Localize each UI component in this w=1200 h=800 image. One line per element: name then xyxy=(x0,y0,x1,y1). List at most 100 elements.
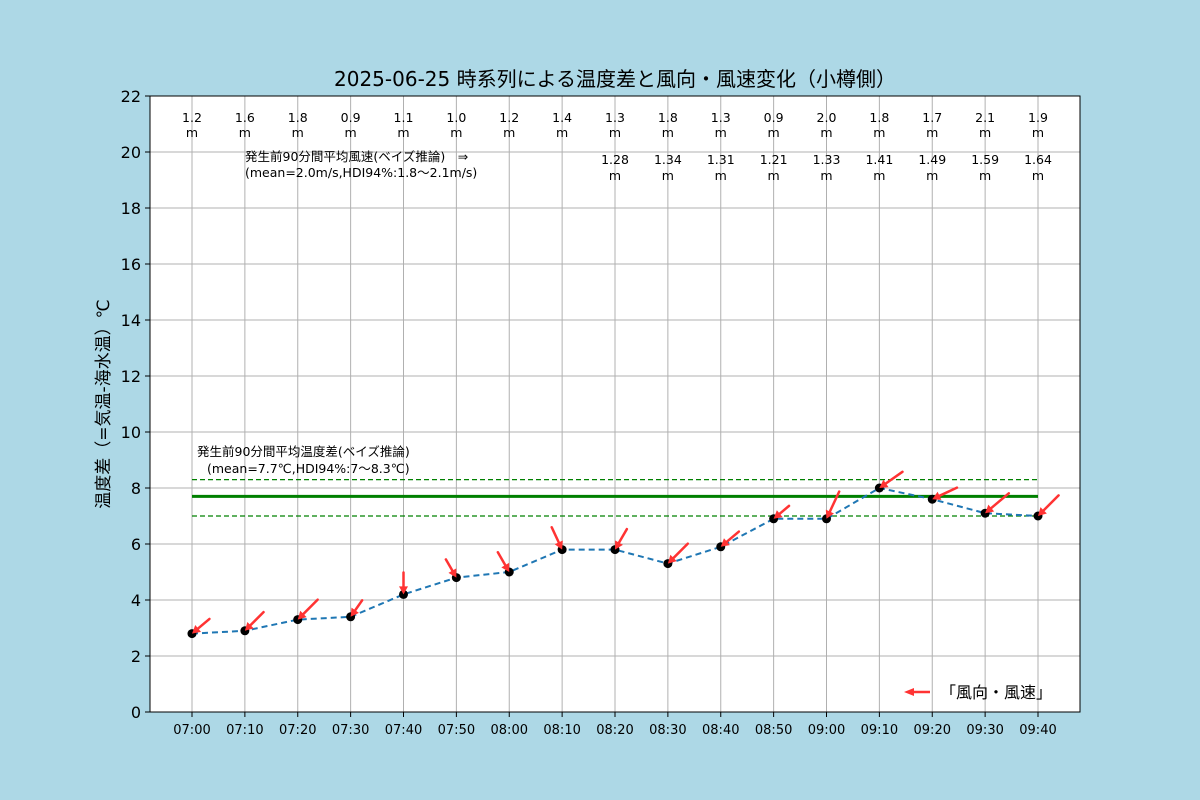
wind-arrow-shaft xyxy=(828,490,841,513)
x-tick-label: 09:30 xyxy=(966,723,1003,738)
bayes-wind-unit: m xyxy=(926,168,938,183)
wind-arrow-head xyxy=(448,568,457,578)
wind-speed-unit: m xyxy=(609,125,621,140)
x-tick-label: 07:00 xyxy=(173,723,210,738)
wind-speed-unit: m xyxy=(715,125,727,140)
y-tick-label: 10 xyxy=(121,423,141,442)
wind-speed-unit: m xyxy=(503,125,515,140)
wind-arrow-shaft xyxy=(617,527,629,544)
temp-note-line1: 発生前90分間平均温度差(ベイズ推論) xyxy=(197,444,410,459)
reference-lines xyxy=(192,479,1038,517)
wind-arrow-head xyxy=(615,540,623,550)
wind-arrow-head xyxy=(932,491,942,500)
wind-speed-unit: m xyxy=(186,125,198,140)
wind-speed-unit: m xyxy=(873,125,885,140)
wind-arrow-head xyxy=(554,540,563,550)
y-axis-label: 温度差（=気温-海水温）℃ xyxy=(94,299,114,508)
wind-speed-unit: m xyxy=(820,125,832,140)
x-tick-label: 07:10 xyxy=(226,723,263,738)
wind-arrow-shaft xyxy=(496,551,507,567)
y-tick-label: 12 xyxy=(121,367,141,386)
wind-speed-value: 1.3 xyxy=(711,110,731,125)
bayes-wind-unit: m xyxy=(715,168,727,183)
wind-arrow-shaft xyxy=(302,598,319,616)
wind-arrow-shaft xyxy=(249,610,265,627)
wind-speed-value: 1.9 xyxy=(1028,110,1048,125)
wind-arrow-head xyxy=(297,610,307,620)
axis-ticks: 07:00 07:10 07:20 07:30 07:40 07:50 08:00 08:10… xyxy=(121,87,1057,738)
bayes-wind-unit: m xyxy=(873,168,885,183)
wind-speed-unit: m xyxy=(768,125,780,140)
wind-speed-value: 1.8 xyxy=(869,110,889,125)
x-tick-label: 09:00 xyxy=(808,723,845,738)
bayes-wind-value: 1.41 xyxy=(865,152,893,167)
wind-speed-annotations: 1.2m1.6m1.8m0.9m1.1m1.0m1.2m1.4m1.3m1.8m… xyxy=(182,110,1052,183)
wind-arrow-shaft xyxy=(938,486,959,498)
wind-arrow-head xyxy=(667,554,677,564)
wind-arrow-shaft xyxy=(778,504,791,515)
x-tick-label: 08:00 xyxy=(491,723,528,738)
wind-speed-unit: m xyxy=(239,125,251,140)
y-tick-label: 0 xyxy=(131,703,141,722)
wind-speed-unit: m xyxy=(1032,125,1044,140)
wind-speed-value: 1.2 xyxy=(499,110,519,125)
x-tick-label: 09:40 xyxy=(1019,723,1056,738)
wind-speed-unit: m xyxy=(345,125,357,140)
x-tick-label: 07:30 xyxy=(332,723,369,738)
wind-arrow-shaft xyxy=(725,530,741,543)
wind-arrow-shaft xyxy=(1042,494,1060,512)
temp-note-line2: (mean=7.7℃,HDI94%:7～8.3℃) xyxy=(207,461,410,476)
x-tick-label: 08:20 xyxy=(596,723,633,738)
legend: 「風向・風速」 xyxy=(904,683,1052,702)
x-tick-label: 08:50 xyxy=(755,723,792,738)
wind-speed-value: 2.1 xyxy=(975,110,995,125)
wind-speed-value: 1.4 xyxy=(552,110,572,125)
wind-speed-value: 1.2 xyxy=(182,110,202,125)
bayes-wind-value: 1.31 xyxy=(707,152,735,167)
wind-arrow-shaft xyxy=(672,542,690,560)
wind-speed-unit: m xyxy=(397,125,409,140)
wind-arrow-head xyxy=(773,510,783,519)
wind-arrow-shaft xyxy=(884,470,904,485)
wind-speed-unit: m xyxy=(979,125,991,140)
wind-arrow-head xyxy=(879,479,889,488)
wind-speed-value: 0.9 xyxy=(341,110,361,125)
y-tick-label: 14 xyxy=(121,311,141,330)
y-tick-label: 22 xyxy=(121,87,141,106)
wind-speed-value: 1.0 xyxy=(446,110,466,125)
wind-speed-value: 0.9 xyxy=(764,110,784,125)
chart-title: 2025-06-25 時系列による温度差と風向・風速変化（小樽側） xyxy=(334,67,896,91)
bayes-wind-unit: m xyxy=(1032,168,1044,183)
wind-arrow-shaft xyxy=(196,617,211,630)
wind-speed-value: 1.7 xyxy=(922,110,942,125)
wind-arrow-head xyxy=(825,509,834,519)
wind-arrow-head xyxy=(350,607,359,617)
x-tick-label: 07:50 xyxy=(438,723,475,738)
wind-arrow-head xyxy=(192,625,202,634)
wind-speed-value: 1.1 xyxy=(394,110,414,125)
wind-speed-unit: m xyxy=(450,125,462,140)
legend-label: 「風向・風速」 xyxy=(940,683,1052,702)
y-tick-label: 2 xyxy=(131,647,141,666)
bayes-wind-value: 1.64 xyxy=(1024,152,1052,167)
bayes-wind-unit: m xyxy=(979,168,991,183)
wind-speed-value: 1.8 xyxy=(658,110,678,125)
wind-speed-value: 1.8 xyxy=(288,110,308,125)
bayes-wind-value: 1.59 xyxy=(971,152,999,167)
bayes-wind-note-line2: (mean=2.0m/s,HDI94%:1.8～2.1m/s) xyxy=(245,165,477,180)
bayes-wind-value: 1.33 xyxy=(813,152,841,167)
wind-arrow-head xyxy=(985,504,995,514)
y-tick-label: 6 xyxy=(131,535,141,554)
wind-speed-unit: m xyxy=(926,125,938,140)
wind-speed-value: 2.0 xyxy=(817,110,837,125)
wind-arrow-head xyxy=(244,621,254,631)
x-tick-label: 08:30 xyxy=(649,723,686,738)
legend-arrow-head xyxy=(904,688,914,696)
wind-speed-unit: m xyxy=(662,125,674,140)
wind-speed-value: 1.6 xyxy=(235,110,255,125)
x-tick-label: 08:40 xyxy=(702,723,739,738)
bayes-wind-value: 1.49 xyxy=(918,152,946,167)
wind-arrow-head xyxy=(501,562,510,572)
bayes-wind-unit: m xyxy=(662,168,674,183)
